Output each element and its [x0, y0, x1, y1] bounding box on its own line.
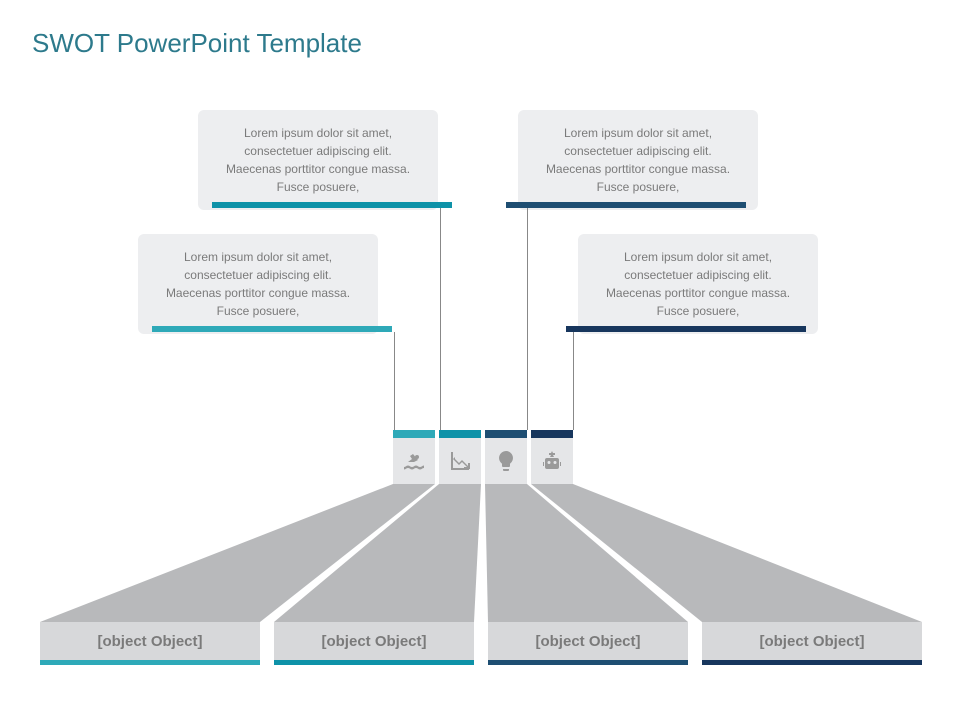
icon-cap-strength [393, 430, 435, 438]
slide-title: SWOT PowerPoint Template [32, 28, 362, 59]
connector-weaknesses [440, 208, 441, 430]
threats-label-underline [702, 660, 922, 665]
strength-description: Lorem ipsum dolor sit amet, consectetuer… [138, 234, 378, 334]
strength-label: [object Object] [40, 622, 260, 660]
weaknesses-label: [object Object] [274, 622, 474, 660]
opportunities-label-underline [488, 660, 688, 665]
connector-strength [394, 332, 395, 430]
icon-block-weaknesses [439, 430, 481, 484]
weaknesses-description: Lorem ipsum dolor sit amet, consectetuer… [198, 110, 438, 210]
lightbulb-icon [485, 438, 527, 484]
threats-label: [object Object] [702, 622, 922, 660]
weaknesses-label-underline [274, 660, 474, 665]
swimmer-icon [393, 438, 435, 484]
weaknesses-underline [212, 202, 452, 208]
threats-underline [566, 326, 806, 332]
icon-cap-weaknesses [439, 430, 481, 438]
icon-block-strength [393, 430, 435, 484]
connector-threats [573, 332, 574, 430]
strength-label-underline [40, 660, 260, 665]
opportunities-description: Lorem ipsum dolor sit amet, consectetuer… [518, 110, 758, 210]
robot-icon [531, 438, 573, 484]
icon-block-opportunities [485, 430, 527, 484]
icon-cap-opportunities [485, 430, 527, 438]
connector-opportunities [527, 208, 528, 430]
icon-block-threats [531, 430, 573, 484]
strength-underline [152, 326, 392, 332]
threats-description: Lorem ipsum dolor sit amet, consectetuer… [578, 234, 818, 334]
decline-chart-icon [439, 438, 481, 484]
opportunities-underline [506, 202, 746, 208]
icon-cap-threats [531, 430, 573, 438]
opportunities-label: [object Object] [488, 622, 688, 660]
